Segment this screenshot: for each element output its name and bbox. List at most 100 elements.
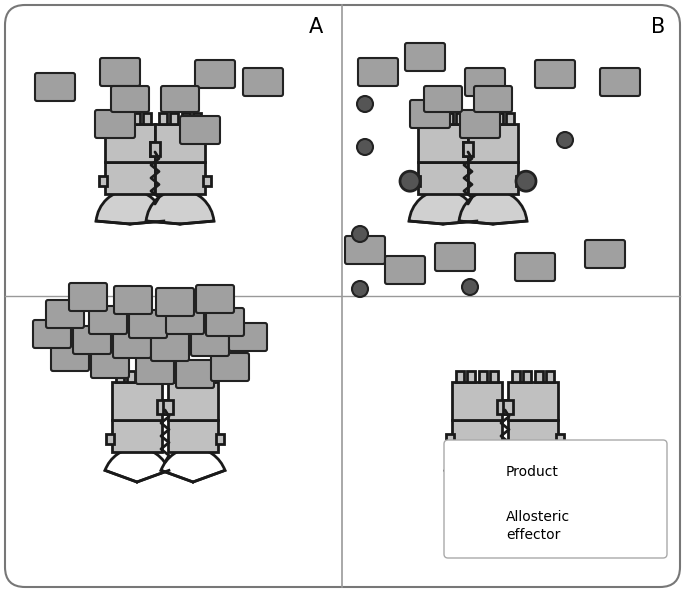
FancyBboxPatch shape [410, 100, 450, 128]
Bar [193, 113, 201, 124]
Bar [116, 371, 123, 382]
FancyBboxPatch shape [161, 86, 199, 112]
Text: Product: Product [506, 465, 559, 479]
Bar [109, 113, 116, 124]
FancyBboxPatch shape [229, 323, 267, 351]
FancyBboxPatch shape [435, 243, 475, 271]
FancyBboxPatch shape [166, 306, 204, 334]
Bar [155, 162, 205, 194]
Bar [512, 371, 520, 382]
Bar [150, 142, 160, 156]
Bar [143, 113, 151, 124]
Bar [163, 400, 173, 414]
Bar [497, 400, 507, 414]
Circle shape [466, 516, 486, 536]
Bar [216, 434, 224, 444]
FancyBboxPatch shape [405, 43, 445, 71]
Bar [463, 142, 473, 156]
FancyBboxPatch shape [191, 328, 229, 356]
FancyBboxPatch shape [100, 58, 140, 86]
Bar [446, 434, 454, 444]
Circle shape [462, 279, 478, 295]
Bar [471, 113, 480, 124]
Bar [483, 113, 491, 124]
Bar [535, 371, 543, 382]
Bar [203, 176, 211, 186]
Bar [547, 371, 554, 382]
FancyBboxPatch shape [151, 333, 189, 361]
FancyBboxPatch shape [176, 360, 214, 388]
FancyBboxPatch shape [33, 320, 71, 348]
Bar [159, 113, 166, 124]
Bar [523, 371, 531, 382]
Circle shape [357, 96, 373, 112]
FancyBboxPatch shape [136, 356, 174, 384]
Circle shape [516, 171, 536, 191]
Bar [412, 176, 420, 186]
Text: A: A [309, 17, 323, 37]
Bar [120, 113, 128, 124]
FancyBboxPatch shape [95, 110, 135, 138]
Circle shape [357, 139, 373, 155]
Bar [556, 434, 564, 444]
Bar [183, 371, 191, 382]
Text: B: B [651, 17, 665, 37]
FancyBboxPatch shape [46, 300, 84, 328]
Circle shape [400, 171, 420, 191]
Wedge shape [501, 448, 565, 482]
Circle shape [352, 226, 368, 242]
Bar [468, 124, 518, 162]
Bar [105, 124, 155, 162]
Bar [127, 371, 135, 382]
FancyBboxPatch shape [69, 283, 107, 311]
FancyBboxPatch shape [206, 308, 244, 336]
FancyBboxPatch shape [385, 256, 425, 284]
Bar [112, 382, 162, 420]
Bar [418, 162, 468, 194]
FancyBboxPatch shape [196, 285, 234, 313]
FancyBboxPatch shape [5, 5, 680, 587]
Wedge shape [409, 190, 477, 224]
FancyBboxPatch shape [73, 326, 111, 354]
Circle shape [557, 132, 573, 148]
Bar [170, 113, 178, 124]
Bar [172, 371, 179, 382]
Bar [99, 176, 107, 186]
Bar [150, 142, 160, 156]
Bar [495, 113, 503, 124]
FancyBboxPatch shape [243, 68, 283, 96]
FancyBboxPatch shape [600, 68, 640, 96]
Bar [452, 420, 502, 452]
Wedge shape [459, 190, 527, 224]
FancyBboxPatch shape [515, 253, 555, 281]
Bar [456, 371, 464, 382]
FancyBboxPatch shape [111, 86, 149, 112]
FancyBboxPatch shape [89, 306, 127, 334]
Wedge shape [146, 190, 214, 224]
FancyBboxPatch shape [195, 60, 235, 88]
FancyBboxPatch shape [180, 116, 220, 144]
Bar [151, 371, 158, 382]
Bar [105, 162, 155, 194]
Bar [468, 162, 518, 194]
FancyBboxPatch shape [358, 58, 398, 86]
FancyBboxPatch shape [51, 343, 89, 371]
Bar [421, 113, 429, 124]
Bar [139, 371, 147, 382]
Bar [168, 382, 218, 420]
FancyBboxPatch shape [585, 240, 625, 268]
Bar [506, 113, 514, 124]
Bar [418, 124, 468, 162]
Wedge shape [161, 448, 225, 482]
Bar [106, 434, 114, 444]
FancyBboxPatch shape [465, 68, 505, 96]
Bar [463, 142, 473, 156]
FancyBboxPatch shape [114, 286, 152, 314]
Bar [508, 382, 558, 420]
Bar [195, 371, 203, 382]
Bar [157, 400, 167, 414]
FancyBboxPatch shape [460, 110, 500, 138]
Bar [155, 124, 205, 162]
Wedge shape [105, 448, 169, 482]
FancyBboxPatch shape [474, 86, 512, 112]
